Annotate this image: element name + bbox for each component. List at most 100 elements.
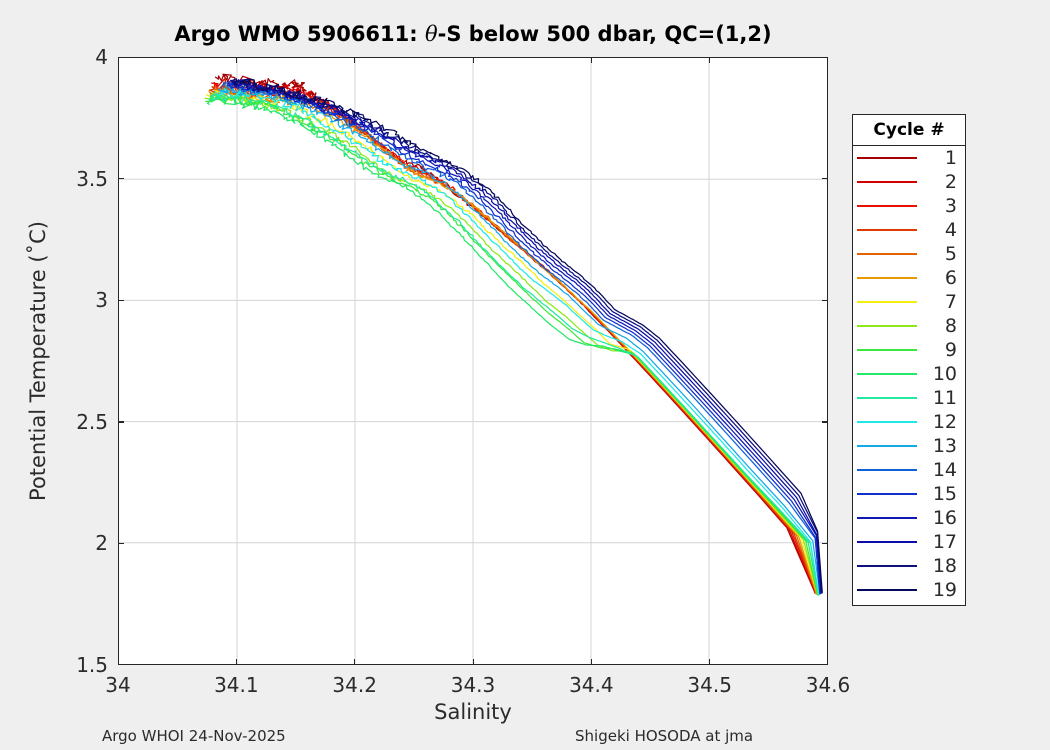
y-tick-label: 2	[95, 531, 108, 556]
x-tick-mark	[709, 659, 711, 665]
legend-item-label: 19	[932, 578, 957, 601]
legend-item-cycle-2[interactable]: 2	[853, 170, 965, 194]
series-line-cycle-10	[206, 94, 820, 596]
series-line-cycle-14	[220, 81, 821, 595]
series-line-cycle-6	[208, 89, 818, 595]
x-tick-label: 34.5	[687, 673, 732, 697]
legend-color-swatch	[857, 325, 917, 327]
legend-item-label: 17	[932, 530, 957, 553]
x-tick-mark	[235, 57, 238, 63]
title-theta-symbol: θ	[424, 22, 438, 46]
legend-item-label: 14	[932, 458, 957, 481]
y-tick-mark	[822, 421, 828, 423]
series-line-cycle-1	[214, 73, 816, 594]
legend-item-cycle-16[interactable]: 16	[853, 506, 965, 530]
legend-color-swatch	[857, 421, 917, 423]
y-tick-label: 2.5	[76, 409, 108, 434]
legend-item-cycle-11[interactable]: 11	[853, 386, 965, 410]
x-tick-label: 34.1	[214, 673, 259, 697]
legend-color-swatch	[857, 445, 917, 447]
series-line-cycle-9	[205, 93, 819, 596]
plot-area[interactable]	[118, 57, 828, 665]
x-tick-label: 34	[105, 673, 131, 697]
legend-item-cycle-6[interactable]: 6	[853, 266, 965, 290]
legend-item-label: 8	[944, 314, 957, 337]
series-line-cycle-11	[210, 92, 820, 596]
y-tick-mark	[822, 542, 828, 545]
y-tick-label: 3	[95, 288, 108, 313]
legend: Cycle # 1 2 3 4 5 6 7 8 9 10 11 12 13 14 15 16 17 18 19	[852, 114, 966, 606]
legend-color-swatch	[857, 493, 917, 495]
legend-item-cycle-1[interactable]: 1	[853, 146, 965, 170]
series-line-cycle-12	[214, 87, 820, 596]
data-series-group	[204, 73, 823, 596]
legend-color-swatch	[857, 157, 917, 159]
series-line-cycle-18	[231, 78, 822, 594]
y-tick-mark	[822, 299, 828, 301]
legend-title: Cycle #	[853, 115, 965, 146]
legend-item-cycle-13[interactable]: 13	[853, 434, 965, 458]
legend-item-label: 16	[932, 506, 957, 529]
page-title: Argo WMO 5906611: θ-S below 500 dbar, QC…	[118, 22, 828, 46]
series-line-cycle-19	[234, 78, 823, 594]
legend-color-swatch	[857, 541, 917, 543]
y-tick-mark	[822, 178, 828, 180]
legend-color-swatch	[857, 397, 917, 399]
series-line-cycle-16	[229, 79, 822, 594]
legend-item-label: 4	[944, 218, 957, 241]
legend-color-swatch	[857, 565, 917, 567]
series-line-cycle-13	[217, 83, 821, 595]
footer-right-text: Shigeki HOSODA at jma	[575, 727, 754, 745]
legend-rows: 1 2 3 4 5 6 7 8 9 10 11 12 13 14 15 16 17 18 19	[853, 146, 965, 602]
legend-color-swatch	[857, 373, 917, 375]
x-tick-mark	[590, 659, 593, 665]
legend-item-cycle-7[interactable]: 7	[853, 290, 965, 314]
legend-item-cycle-3[interactable]: 3	[853, 194, 965, 218]
y-tick-label: 4	[95, 45, 108, 69]
x-tick-mark	[590, 57, 593, 63]
legend-color-swatch	[857, 277, 917, 279]
x-tick-mark	[354, 57, 356, 63]
legend-item-cycle-5[interactable]: 5	[853, 242, 965, 266]
legend-item-label: 7	[944, 290, 957, 313]
legend-item-cycle-12[interactable]: 12	[853, 410, 965, 434]
legend-item-cycle-14[interactable]: 14	[853, 458, 965, 482]
legend-item-label: 13	[932, 434, 957, 457]
legend-item-cycle-10[interactable]: 10	[853, 362, 965, 386]
legend-item-label: 15	[932, 482, 957, 505]
x-tick-label: 34.6	[805, 673, 851, 697]
legend-color-swatch	[857, 229, 917, 231]
legend-item-cycle-9[interactable]: 9	[853, 338, 965, 362]
x-tick-mark	[472, 57, 474, 63]
legend-item-label: 9	[944, 338, 957, 361]
legend-item-cycle-15[interactable]: 15	[853, 482, 965, 506]
legend-item-cycle-18[interactable]: 18	[853, 554, 965, 578]
legend-color-swatch	[857, 301, 917, 303]
legend-color-swatch	[857, 469, 917, 471]
y-tick-label: 3.5	[76, 166, 108, 191]
legend-item-cycle-4[interactable]: 4	[853, 218, 965, 242]
x-tick-mark	[709, 57, 711, 63]
x-tick-mark	[354, 659, 356, 665]
footer-left-text: Argo WHOI 24-Nov-2025	[102, 727, 286, 745]
legend-color-swatch	[857, 589, 917, 591]
legend-color-swatch	[857, 517, 917, 519]
legend-item-label: 11	[932, 386, 957, 409]
legend-item-cycle-8[interactable]: 8	[853, 314, 965, 338]
series-line-cycle-4	[208, 84, 818, 595]
legend-item-cycle-17[interactable]: 17	[853, 530, 965, 554]
title-prefix: Argo WMO 5906611:	[174, 22, 425, 46]
legend-item-cycle-19[interactable]: 19	[853, 578, 965, 602]
legend-color-swatch	[857, 253, 917, 255]
x-tick-mark	[472, 659, 474, 665]
legend-item-label: 12	[932, 410, 957, 433]
legend-color-swatch	[857, 205, 917, 207]
y-tick-mark	[118, 421, 124, 423]
legend-item-label: 10	[932, 362, 957, 385]
series-line-cycle-3	[213, 81, 818, 594]
series-line-cycle-15	[227, 80, 821, 595]
legend-item-label: 3	[944, 194, 957, 217]
legend-item-label: 1	[944, 146, 957, 169]
legend-color-swatch	[857, 181, 917, 183]
